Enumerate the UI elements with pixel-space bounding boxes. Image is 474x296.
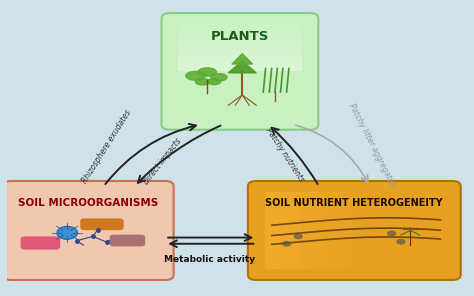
Bar [178, 61, 301, 66]
Ellipse shape [211, 74, 227, 81]
Circle shape [57, 226, 77, 239]
Bar [178, 40, 301, 45]
Bar [338, 192, 350, 269]
Text: Patchy litter aggregation: Patchy litter aggregation [347, 102, 399, 191]
Bar [178, 24, 301, 29]
FancyBboxPatch shape [162, 13, 319, 130]
Bar [350, 192, 363, 269]
Text: Direct impacts: Direct impacts [142, 136, 183, 186]
Circle shape [282, 241, 291, 247]
Text: PLANTS: PLANTS [211, 30, 269, 43]
Ellipse shape [208, 79, 221, 85]
Ellipse shape [198, 68, 217, 76]
Bar [178, 55, 301, 61]
Bar [301, 192, 314, 269]
Bar [264, 192, 277, 269]
Circle shape [293, 234, 303, 239]
Bar [178, 66, 301, 71]
Polygon shape [228, 61, 256, 73]
Bar [178, 50, 301, 55]
Bar [277, 192, 289, 269]
Ellipse shape [195, 78, 210, 85]
FancyBboxPatch shape [248, 181, 461, 280]
Circle shape [387, 231, 396, 237]
Bar [178, 18, 301, 24]
Bar [178, 29, 301, 34]
Bar [326, 192, 338, 269]
Text: SOIL MICROORGANISMS: SOIL MICROORGANISMS [18, 198, 158, 208]
FancyBboxPatch shape [80, 218, 124, 230]
Text: Rhizosphere exudates: Rhizosphere exudates [81, 108, 133, 185]
Bar [314, 192, 326, 269]
Bar [178, 34, 301, 40]
FancyBboxPatch shape [109, 235, 145, 246]
Text: SOIL NUTRIENT HETEROGENEITY: SOIL NUTRIENT HETEROGENEITY [265, 198, 443, 208]
FancyBboxPatch shape [3, 181, 173, 280]
Text: Metabolic activity: Metabolic activity [164, 255, 255, 264]
Polygon shape [232, 54, 253, 64]
Circle shape [396, 239, 406, 244]
Ellipse shape [186, 71, 205, 80]
Text: Patchy nutrients: Patchy nutrients [264, 127, 306, 184]
Bar [178, 45, 301, 50]
FancyBboxPatch shape [20, 237, 60, 250]
Bar [289, 192, 301, 269]
